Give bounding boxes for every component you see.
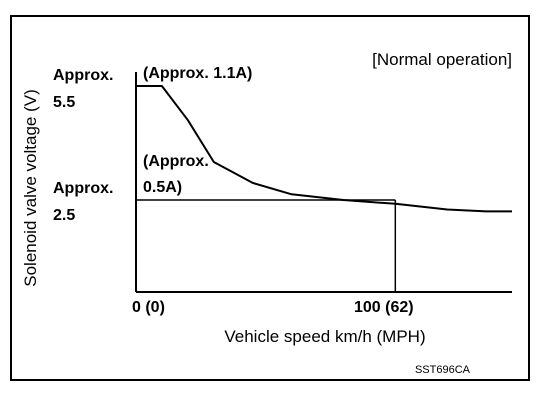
y-low-label-line1: Approx.	[53, 180, 113, 197]
annotation-low-current-line1: (Approx.	[143, 153, 209, 170]
y-high-label-line1: Approx.	[53, 67, 113, 84]
annotation-low-current-line2: 0.5A)	[143, 179, 182, 196]
figure-code: SST696CA	[415, 364, 471, 376]
chart-axes	[135, 72, 512, 293]
y-low-label-line2: 2.5	[53, 207, 75, 224]
chart-title: [Normal operation]	[372, 50, 512, 69]
voltage-curve	[136, 85, 512, 213]
x-tick-label-0: 0 (0)	[132, 299, 165, 316]
chart-marks	[136, 85, 512, 292]
y-high-label-line2: 5.5	[53, 94, 75, 111]
y-axis-label: Solenoid valve voltage (V)	[21, 89, 40, 287]
x-tick-label-100: 100 (62)	[354, 299, 414, 316]
figure-frame	[10, 15, 530, 381]
annotation-high-current: (Approx. 1.1A)	[143, 65, 252, 82]
x-axis-label: Vehicle speed km/h (MPH)	[224, 327, 425, 346]
